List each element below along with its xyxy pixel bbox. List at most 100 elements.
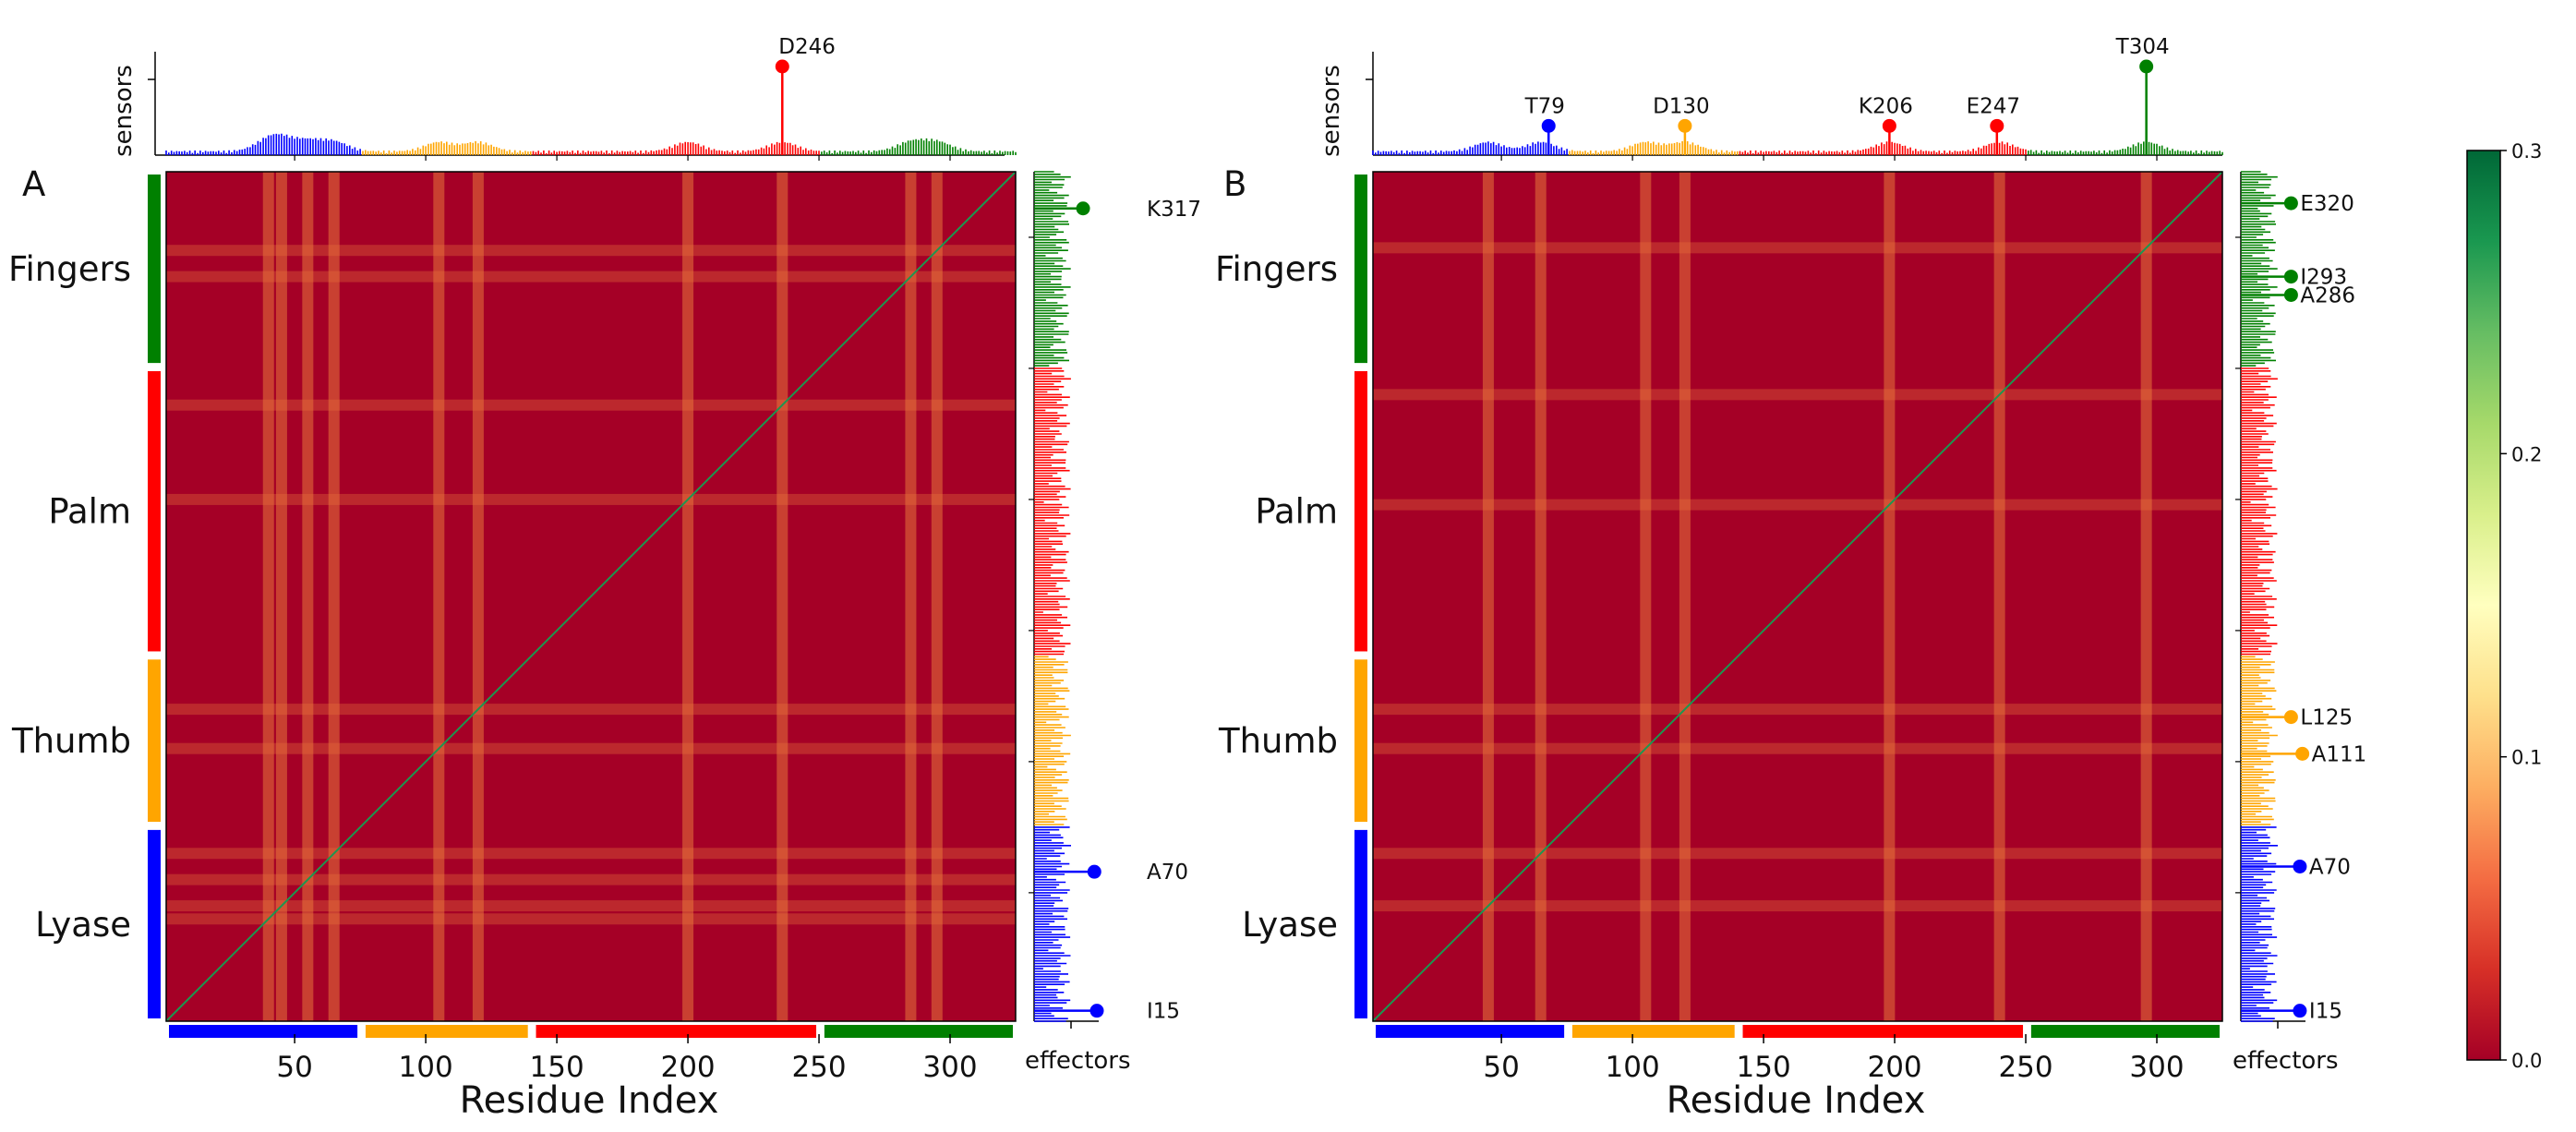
panel-a-domain-strip-lyase — [148, 829, 161, 1018]
panel-a-x-tick-label: 250 — [791, 1051, 846, 1084]
panel-a-column-band — [682, 172, 694, 1021]
panel-a-x-tick-label: 50 — [276, 1051, 312, 1084]
panel-a-sensors-profile — [165, 133, 1017, 155]
panel-b-effector-point — [2293, 859, 2307, 873]
panel-b-sensor-point — [1882, 118, 1896, 133]
panel-b-sensor-point — [1678, 118, 1692, 133]
panel-a-row-band — [166, 399, 1016, 411]
panel-b-row-band — [1373, 742, 2222, 754]
panel-a: A sensors effectors Residue Index Lyase T… — [8, 35, 1201, 1122]
panel-a-effector-label: I15 — [1147, 1000, 1180, 1024]
panel-b-sensor-label: E247 — [1967, 94, 2020, 118]
panel-b-sensor-point — [1541, 118, 1556, 133]
panel-a-domain-label-lyase: Lyase — [35, 905, 131, 945]
panel-b-domain-label-palm: Palm — [1255, 492, 1338, 532]
panel-b-sensor-label: K206 — [1859, 94, 1913, 118]
panel-b-effector-point — [2283, 710, 2298, 725]
colorbar-tick-label: 0.0 — [2511, 1050, 2542, 1072]
panel-a-row-band — [166, 900, 1016, 912]
panel-b-x-tick-label: 100 — [1606, 1051, 1660, 1084]
panel-b-row-band — [1373, 499, 2222, 511]
panel-a-row-band — [166, 704, 1016, 716]
colorbar-tick-label: 0.3 — [2511, 140, 2542, 163]
panel-b-effectors-bars-lyase — [2241, 826, 2278, 1022]
panel-b-domain-bar-fingers — [2030, 1025, 2220, 1038]
panel-a-effectors-profile — [1034, 171, 1071, 1022]
panel-b-effector-label: A70 — [2309, 855, 2351, 879]
panel-a-label: A — [22, 164, 45, 204]
panel-b-domain-bar-palm — [1742, 1025, 2024, 1038]
panel-b-sensors-bars-fingers — [2028, 141, 2223, 155]
colorbar-gradient — [2466, 150, 2501, 1061]
panel-a-domain-label-fingers: Fingers — [8, 249, 131, 289]
panel-b-effectors-label: effectors — [2233, 1047, 2339, 1075]
panel-a-effectors-bars-fingers — [1034, 171, 1071, 367]
panel-a-effector-label: A70 — [1147, 861, 1188, 885]
panel-a-column-band — [433, 172, 445, 1021]
panel-a-effector-label: K317 — [1147, 198, 1201, 222]
panel-a-sensors-label: sensors — [110, 65, 138, 157]
panel-b-effectors-bars-palm — [2241, 367, 2278, 656]
panel-a-effectors-label: effectors — [1025, 1047, 1131, 1075]
panel-b-domain-strip-thumb — [1354, 659, 1367, 823]
panel-b-column-band — [2140, 172, 2152, 1021]
panel-a-x-tick-label: 150 — [530, 1051, 584, 1084]
panel-a-row-band — [166, 873, 1016, 885]
panel-b-effector-point — [2283, 270, 2298, 284]
panel-a-sensors-bars-lyase — [165, 133, 361, 155]
panel-a-row-band — [166, 245, 1016, 257]
panel-a-domain-bar-palm — [536, 1025, 817, 1038]
panel-b-sensor-label: D130 — [1653, 94, 1710, 118]
panel-a-effectors-bars-palm — [1034, 367, 1071, 656]
panel-b-label: B — [1223, 164, 1246, 204]
panel-a-effectors-bars-lyase — [1034, 826, 1071, 1022]
panel-a-domain-bar-fingers — [824, 1025, 1013, 1038]
panel-b-effector-point — [2283, 196, 2298, 211]
panel-a-sensor-label: D246 — [778, 35, 836, 59]
panel-b-domain-bar-lyase — [1376, 1025, 1565, 1038]
panel-a-x-tick-label: 300 — [922, 1051, 977, 1084]
panel-a-domain-strip-thumb — [148, 659, 161, 823]
panel-b-effectors-profile — [2241, 171, 2278, 1022]
panel-b-sensors-bars-lyase — [1372, 141, 1568, 155]
panel-a-domain-strip-palm — [148, 370, 161, 652]
panel-a-sensor-point — [775, 59, 789, 74]
panel-b-effector-point — [2283, 287, 2298, 302]
panel-a-column-band — [776, 172, 788, 1021]
panel-a-x-tick-label: 100 — [399, 1051, 453, 1084]
panel-a-heatmap-frame — [165, 171, 1017, 1022]
panel-b-sensor-label: T304 — [2115, 35, 2170, 59]
panel-b-domain-strip-palm — [1354, 370, 1367, 652]
panel-a-column-band — [275, 172, 287, 1021]
panel-b-x-tick-label: 250 — [1998, 1051, 2052, 1084]
colorbar: 0.0 0.1 0.2 0.3 — [2466, 140, 2542, 1072]
panel-b-domain-strip-fingers — [1354, 175, 1367, 364]
panel-a-row-band — [166, 848, 1016, 860]
panel-b-heatmap — [1372, 171, 2223, 1022]
panel-a-effector-point — [1087, 864, 1101, 879]
panel-a-column-band — [328, 172, 340, 1021]
panel-b-sensors-profile — [1372, 140, 2223, 155]
panel-b-effector-label: I293 — [2300, 266, 2347, 290]
panel-b-column-band — [1640, 172, 1652, 1021]
panel-a-x-tick-label: 200 — [660, 1051, 715, 1084]
panel-b-column-band — [1884, 172, 1896, 1021]
panel-b-x-tick-label: 150 — [1737, 1051, 1791, 1084]
colorbar-tick-label: 0.1 — [2511, 747, 2542, 769]
panel-a-row-band — [166, 742, 1016, 754]
panel-b-sensor-point — [1990, 118, 2004, 133]
panel-a-effectors-bars-thumb — [1034, 656, 1071, 825]
panel-b-x-tick-label: 200 — [1867, 1051, 1921, 1084]
panel-a-sensors-bars-thumb — [362, 140, 532, 155]
panel-a-x-axis-title: Residue Index — [460, 1079, 719, 1122]
panel-b-domain-label-thumb: Thumb — [1218, 721, 1338, 761]
panel-b-row-band — [1373, 848, 2222, 860]
panel-b-x-tick-label: 50 — [1483, 1051, 1519, 1084]
panel-b-effectors-bars-fingers — [2241, 171, 2278, 367]
panel-a-sensors-bars-palm — [532, 141, 820, 155]
panel-b-column-band — [1679, 172, 1691, 1021]
panel-b-effector-point — [2293, 1004, 2307, 1018]
panel-b-column-band — [1482, 172, 1494, 1021]
panel-b-sensors-label: sensors — [1318, 65, 1345, 157]
